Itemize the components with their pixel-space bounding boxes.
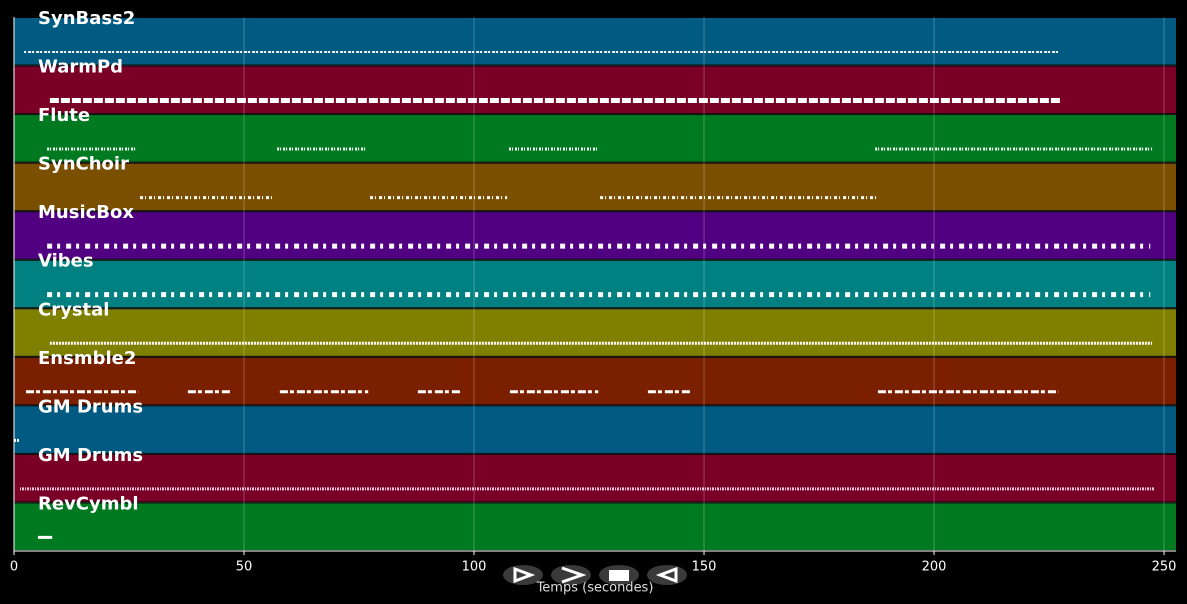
track-name: WarmPd	[38, 57, 123, 78]
track-name: GM Drums	[38, 396, 143, 417]
x-axis-label: Temps (secondes)	[536, 581, 654, 596]
x-tick-label: 200	[922, 560, 947, 575]
control-icon	[655, 566, 678, 584]
control-button[interactable]	[503, 565, 543, 585]
track-name: MusicBox	[38, 202, 134, 223]
control-button[interactable]	[647, 565, 687, 585]
track-band	[14, 454, 1176, 502]
control-button[interactable]	[599, 565, 639, 585]
track-band	[14, 406, 1176, 453]
track-band	[14, 357, 1176, 405]
x-tick-label: 150	[692, 560, 717, 575]
control-button-bg	[551, 565, 591, 585]
control-button[interactable]	[551, 565, 591, 585]
x-tick-label: 100	[462, 560, 487, 575]
track-band	[14, 309, 1176, 356]
control-button-bg	[503, 565, 543, 585]
x-tick-label: 0	[10, 560, 18, 575]
control-icon	[513, 566, 536, 584]
track-name: Ensmble2	[38, 348, 136, 369]
control-icon	[609, 570, 629, 581]
track-band	[14, 18, 1176, 65]
track-name: Flute	[38, 105, 90, 126]
track-name: RevCymbl	[38, 493, 139, 514]
track-name: SynBass2	[38, 8, 135, 29]
track-band	[14, 503, 1176, 550]
track-name: SynChoir	[38, 154, 129, 175]
track-name: Crystal	[38, 299, 109, 320]
track-band	[14, 66, 1176, 114]
track-name: Vibes	[38, 251, 94, 272]
track-band	[14, 115, 1176, 162]
track-band	[14, 260, 1176, 308]
track-name: GM Drums	[38, 445, 143, 466]
track-band	[14, 212, 1176, 259]
track-band	[14, 163, 1176, 211]
x-tick-label: 50	[236, 560, 253, 575]
x-tick-label: 250	[1152, 560, 1177, 575]
control-icon	[561, 566, 587, 584]
